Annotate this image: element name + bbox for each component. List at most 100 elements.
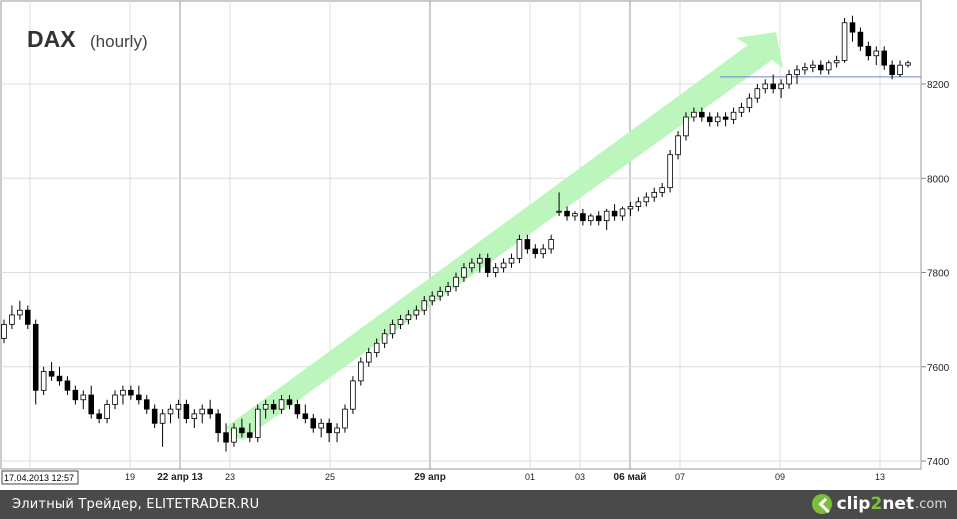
candle	[627, 201, 634, 216]
candle	[350, 376, 356, 414]
candle	[112, 390, 118, 410]
candle	[215, 409, 221, 443]
candle	[849, 15, 856, 42]
candle	[207, 399, 213, 419]
candle	[445, 281, 451, 297]
candle	[25, 305, 31, 330]
candle	[143, 395, 150, 414]
candle	[9, 305, 15, 330]
candle	[841, 18, 848, 63]
candle	[905, 60, 911, 68]
candle	[191, 409, 198, 429]
candle	[730, 107, 737, 125]
candle	[405, 310, 412, 325]
candle	[556, 192, 562, 216]
candle	[151, 404, 158, 429]
candle	[722, 112, 729, 127]
candle	[683, 112, 689, 141]
candle	[651, 187, 658, 202]
candle	[500, 258, 507, 273]
candle	[469, 258, 475, 273]
candle	[40, 366, 47, 396]
candle	[706, 112, 713, 127]
x-tick-label: 22 апр 13	[157, 472, 203, 483]
candle	[278, 395, 285, 414]
candle	[167, 404, 174, 424]
candle	[183, 399, 190, 424]
candle	[762, 79, 769, 94]
candle	[342, 404, 348, 433]
candle	[270, 399, 277, 414]
candle	[873, 46, 880, 66]
candle	[1, 319, 7, 344]
candle	[136, 385, 142, 405]
x-tick-label: 13	[875, 472, 885, 482]
y-tick-label: 8200	[927, 80, 950, 91]
x-tick-label: 07	[675, 472, 685, 482]
candle	[175, 399, 182, 419]
chart-subtitle: (hourly)	[90, 32, 148, 51]
candle	[477, 253, 483, 273]
x-tick-label: 03	[575, 472, 585, 482]
candle	[373, 338, 380, 358]
candle	[262, 399, 269, 419]
chart-area: 7400 7600 7800 8000 8200 17.04.2013 12:57 19 2…	[0, 0, 950, 485]
candle	[389, 319, 396, 339]
chart-title: DAX	[27, 26, 76, 52]
candles	[1, 15, 911, 452]
candle	[72, 385, 79, 405]
x-tick-label: 17.04.2013 12:57	[4, 473, 74, 483]
candle	[159, 409, 166, 447]
brand-logo[interactable]: clip2net .com	[811, 494, 947, 514]
x-ticks: 17.04.2013 12:57 19 22 апр 13 23 25 29 апр 01 0…	[1, 470, 885, 485]
candle	[484, 253, 491, 278]
candle	[802, 62, 808, 75]
y-tick-label: 8000	[927, 174, 950, 185]
y-tick-label: 7600	[927, 363, 950, 374]
candle	[691, 107, 697, 122]
x-label-box	[1, 470, 79, 485]
candle	[746, 93, 753, 113]
candle	[381, 329, 388, 348]
footer-bar: Элитный Трейдер, ELITETRADER.RU clip2net…	[0, 490, 957, 519]
candle	[699, 107, 705, 122]
candle	[64, 376, 71, 396]
candle	[453, 272, 459, 292]
candle	[580, 208, 586, 226]
candle	[643, 192, 650, 207]
candle	[857, 27, 864, 52]
candle	[778, 79, 784, 99]
candle	[754, 84, 761, 103]
candle	[318, 418, 324, 438]
candle	[310, 413, 317, 433]
candle	[825, 60, 832, 75]
candle	[48, 362, 55, 381]
candle	[619, 206, 626, 221]
candle	[492, 263, 499, 278]
candle	[104, 399, 110, 424]
y-tick-label: 7400	[927, 457, 950, 468]
candle	[96, 409, 102, 424]
candle	[603, 208, 610, 231]
candle	[421, 296, 428, 315]
candle	[889, 60, 895, 80]
candle	[532, 244, 539, 259]
candle	[714, 112, 721, 127]
plot-background	[0, 0, 922, 470]
brand-domain: .com	[915, 496, 947, 512]
x-tick-label: 23	[225, 472, 235, 482]
x-tick-label: 19	[125, 472, 135, 482]
candle	[358, 357, 364, 386]
candle	[413, 305, 420, 320]
candle	[56, 366, 63, 386]
candle	[120, 385, 126, 405]
x-tick-label: 01	[525, 472, 535, 482]
candle	[659, 182, 665, 198]
candle	[540, 244, 547, 259]
x-tick-label: 29 апр	[414, 472, 446, 483]
candle	[397, 314, 404, 330]
candle	[611, 204, 618, 221]
play-icon	[811, 494, 832, 514]
candle	[897, 60, 903, 77]
candle	[128, 385, 134, 400]
